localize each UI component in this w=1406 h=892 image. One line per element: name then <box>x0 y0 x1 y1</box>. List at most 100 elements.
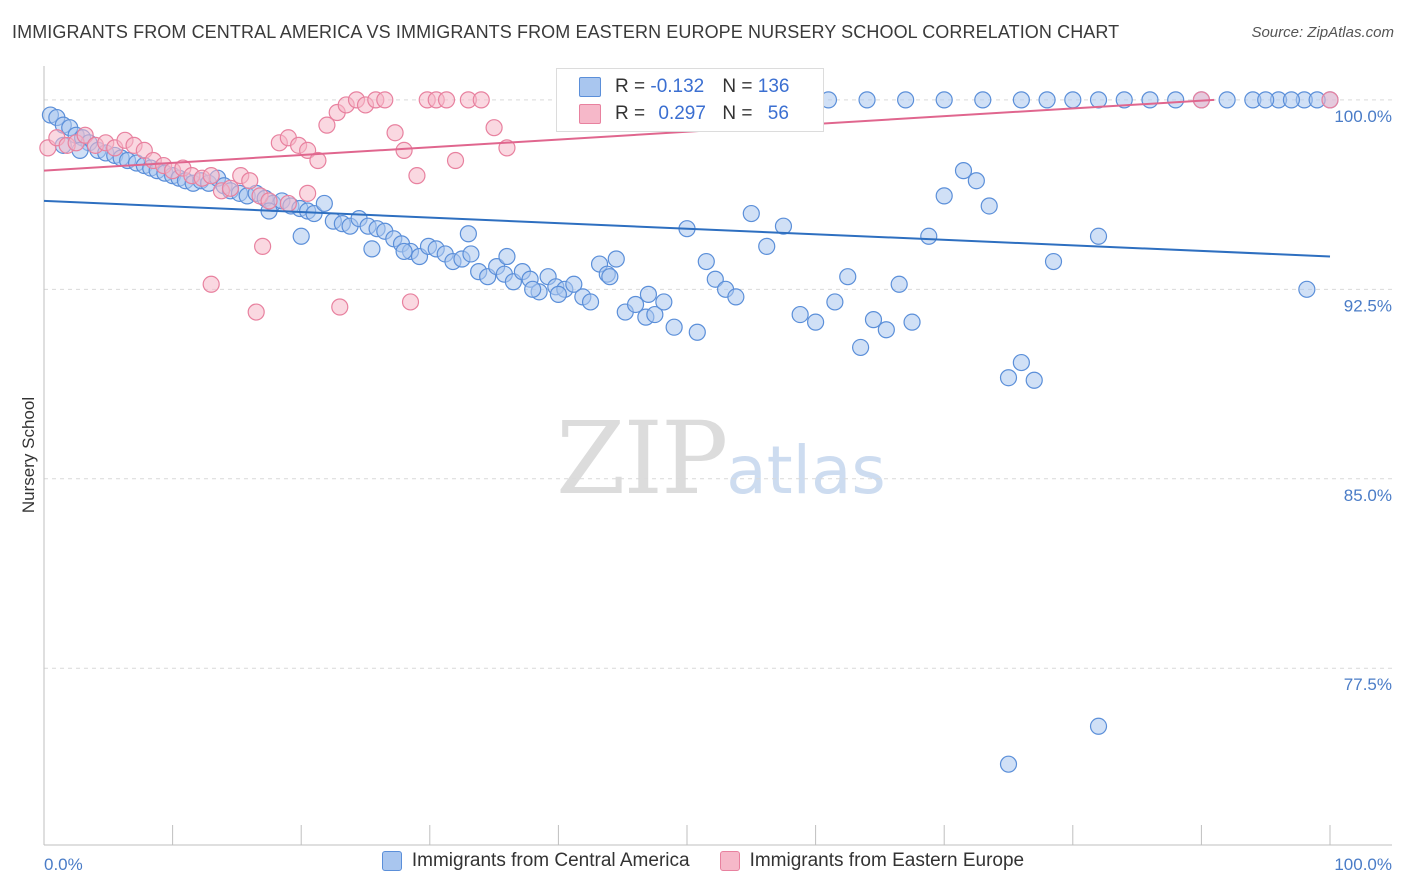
point-eastern-europe <box>1321 91 1339 109</box>
point-central-america <box>826 293 844 311</box>
point-central-america <box>1218 91 1236 109</box>
point-central-america <box>395 242 413 261</box>
point-eastern-europe <box>485 119 503 137</box>
point-central-america <box>877 321 895 339</box>
stats-row-central-america: R = -0.132 N = 136 <box>579 74 789 100</box>
point-central-america <box>1064 91 1082 109</box>
watermark-zip: ZIP <box>556 400 728 517</box>
point-central-america <box>646 305 664 324</box>
y-tick-label: 77.5% <box>1344 675 1392 694</box>
trend-line-central-america <box>43 199 1331 258</box>
point-central-america <box>1038 91 1056 109</box>
point-central-america <box>920 227 938 245</box>
point-central-america <box>697 252 715 271</box>
point-central-america <box>1282 91 1301 109</box>
point-central-america <box>607 250 625 268</box>
stats-n-value: 56 <box>767 103 789 124</box>
legend: Immigrants from Central America Immigran… <box>0 850 1406 872</box>
point-eastern-europe <box>309 151 327 170</box>
point-central-america <box>292 227 310 245</box>
point-central-america <box>974 91 992 109</box>
legend-item-central-america[interactable]: Immigrants from Central America <box>381 850 690 872</box>
x-tick-label: 100.0% <box>1334 855 1392 874</box>
point-central-america <box>315 194 333 213</box>
point-central-america <box>999 755 1018 773</box>
point-central-america <box>1257 91 1275 109</box>
point-eastern-europe <box>254 237 272 255</box>
point-central-america <box>935 91 953 109</box>
point-central-america <box>864 311 883 329</box>
legend-item-eastern-europe[interactable]: Immigrants from Eastern Europe <box>719 850 1025 872</box>
point-central-america <box>774 217 793 235</box>
point-central-america <box>549 285 568 303</box>
y-axis-title: Nursery School <box>19 397 38 513</box>
point-central-america <box>852 338 870 357</box>
point-central-america <box>1089 717 1108 735</box>
point-central-america <box>1089 91 1108 109</box>
y-tick-label: 85.0% <box>1344 486 1392 505</box>
point-central-america <box>524 280 542 298</box>
point-eastern-europe <box>331 298 349 316</box>
stats-r-label: R = <box>615 76 651 97</box>
point-central-america <box>954 162 973 180</box>
point-eastern-europe <box>376 91 394 109</box>
legend-label-central-america: Immigrants from Central America <box>411 850 690 871</box>
point-central-america <box>758 237 776 255</box>
point-central-america <box>1012 353 1030 372</box>
point-eastern-europe <box>395 141 413 160</box>
point-eastern-europe <box>299 184 317 202</box>
chart-title: IMMIGRANTS FROM CENTRAL AMERICA VS IMMIG… <box>12 22 1120 42</box>
point-eastern-europe <box>202 167 220 185</box>
point-eastern-europe <box>401 293 420 311</box>
point-central-america <box>1044 252 1063 271</box>
legend-swatch-blue <box>381 851 402 871</box>
stats-box: R = -0.132 N = 136 R = 0.297 N = 56 <box>556 68 824 132</box>
point-central-america <box>655 293 673 311</box>
watermark-atlas: atlas <box>726 432 886 509</box>
point-eastern-europe <box>202 275 220 293</box>
legend-swatch-pink <box>719 851 740 871</box>
point-central-america <box>1089 227 1108 245</box>
stats-row-eastern-europe: R = 0.297 N = 56 <box>579 101 789 127</box>
point-central-america <box>980 197 998 215</box>
point-central-america <box>1012 91 1030 109</box>
point-central-america <box>897 91 915 109</box>
point-central-america <box>363 240 381 258</box>
stats-swatch-blue <box>579 77 601 97</box>
point-central-america <box>858 91 876 109</box>
point-eastern-europe <box>437 91 456 109</box>
point-eastern-europe <box>498 139 516 157</box>
y-tick-label: 100.0% <box>1334 107 1392 126</box>
point-central-america <box>806 313 825 331</box>
stats-r-value: 0.297 <box>658 103 706 124</box>
point-central-america <box>626 295 645 314</box>
watermark: ZIPatlas <box>556 400 886 517</box>
point-central-america <box>688 323 706 341</box>
stats-n-value: 136 <box>757 76 790 97</box>
point-eastern-europe <box>386 124 404 142</box>
point-central-america <box>1298 280 1316 298</box>
point-central-america <box>1167 91 1185 109</box>
point-central-america <box>601 268 619 286</box>
point-central-america <box>706 270 724 288</box>
point-central-america <box>890 275 908 293</box>
point-eastern-europe <box>408 167 426 185</box>
x-tick-label: 0.0% <box>44 855 83 874</box>
point-central-america <box>903 313 921 331</box>
point-eastern-europe <box>241 172 259 190</box>
stats-n-label: N = <box>722 76 758 97</box>
point-eastern-europe <box>472 91 490 109</box>
point-central-america <box>791 305 809 324</box>
point-central-america <box>665 318 683 336</box>
source-credit: Source: ZipAtlas.com <box>1251 24 1394 41</box>
point-central-america <box>1025 371 1043 389</box>
point-central-america <box>935 187 953 205</box>
trend-line-eastern-europe <box>43 98 1215 172</box>
point-central-america <box>581 293 600 311</box>
legend-label-eastern-europe: Immigrants from Eastern Europe <box>749 850 1025 871</box>
point-eastern-europe <box>279 194 297 213</box>
point-central-america <box>459 225 477 243</box>
point-eastern-europe <box>318 116 336 134</box>
y-tick-label: 92.5% <box>1344 296 1392 315</box>
